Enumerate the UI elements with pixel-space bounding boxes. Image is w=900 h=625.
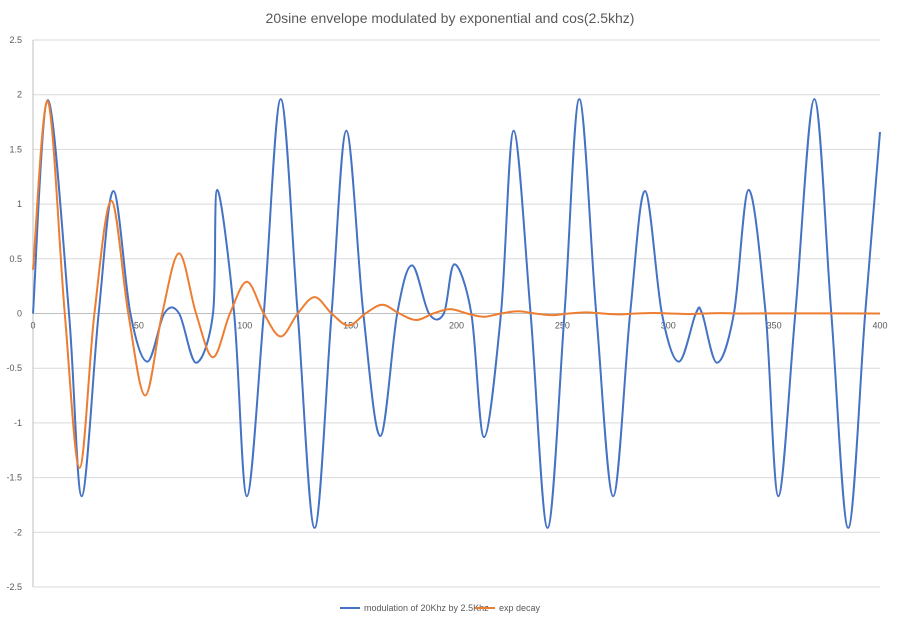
y-tick-label: -1 bbox=[14, 418, 22, 428]
x-tick-label: 0 bbox=[30, 321, 35, 331]
series-line-1 bbox=[33, 101, 880, 468]
x-tick-label: 400 bbox=[872, 321, 887, 331]
y-tick-label: 2 bbox=[17, 90, 22, 100]
x-tick-label: 200 bbox=[449, 321, 464, 331]
x-tick-label: 250 bbox=[555, 321, 570, 331]
y-tick-label: -2.5 bbox=[6, 582, 22, 592]
y-tick-label: 1.5 bbox=[9, 144, 22, 154]
x-tick-label: 100 bbox=[237, 321, 252, 331]
y-tick-label: 0 bbox=[17, 309, 22, 319]
legend-label-1: exp decay bbox=[499, 603, 541, 613]
legend: modulation of 20Khz by 2.5Khz exp decay bbox=[340, 603, 541, 613]
y-tick-label: -1.5 bbox=[6, 473, 22, 483]
y-tick-label: -0.5 bbox=[6, 363, 22, 373]
legend-label-0: modulation of 20Khz by 2.5Khz bbox=[364, 603, 489, 613]
x-tick-label: 50 bbox=[134, 321, 144, 331]
chart-title: 20sine envelope modulated by exponential… bbox=[266, 10, 635, 26]
y-tick-label: 0.5 bbox=[9, 254, 22, 264]
y-tick-label: -2 bbox=[14, 527, 22, 537]
y-tick-label: 1 bbox=[17, 199, 22, 209]
x-tick-label: 350 bbox=[767, 321, 782, 331]
y-tick-label: 2.5 bbox=[9, 35, 22, 45]
